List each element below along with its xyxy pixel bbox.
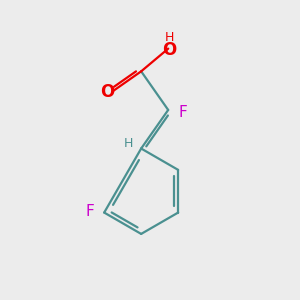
Text: F: F: [178, 105, 187, 120]
Text: H: H: [165, 31, 174, 44]
Text: F: F: [85, 204, 94, 219]
Text: O: O: [163, 41, 177, 59]
Text: O: O: [100, 82, 114, 100]
Text: H: H: [124, 137, 134, 150]
